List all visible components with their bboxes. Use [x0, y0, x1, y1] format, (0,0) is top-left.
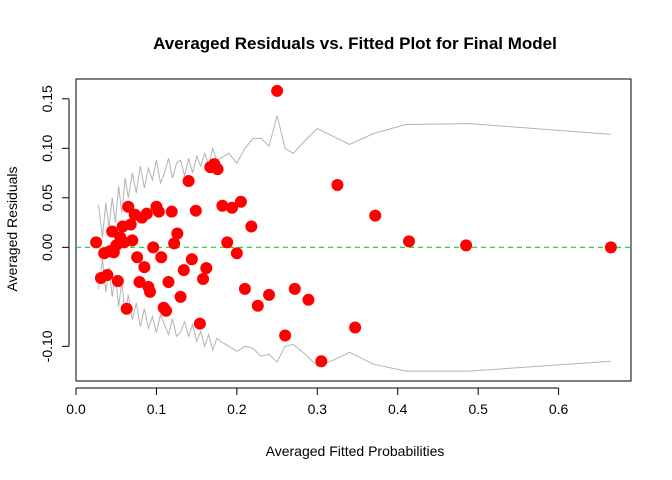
residual-point [302, 293, 315, 306]
residual-point [165, 205, 178, 218]
residual-point [279, 329, 292, 342]
residual-point [182, 174, 195, 187]
residual-point [101, 269, 114, 282]
residual-point [403, 235, 415, 248]
residual-point [211, 163, 224, 176]
residual-point [369, 209, 382, 222]
residual-point [197, 273, 210, 286]
y-axis-label: Averaged Residuals [4, 166, 20, 291]
residual-point [230, 247, 243, 260]
y-tick-label: 0.05 [39, 184, 55, 211]
residual-point [200, 262, 213, 275]
x-tick-label: 0.2 [227, 401, 247, 417]
residual-point [131, 251, 144, 264]
residual-point [152, 205, 165, 218]
residual-point [177, 264, 190, 277]
residual-point [155, 251, 168, 264]
residual-point [251, 299, 264, 312]
residual-point [111, 274, 124, 287]
residual-point [133, 275, 146, 288]
y-tick-label: 0.00 [39, 233, 55, 260]
residual-point [120, 302, 133, 315]
residual-point [460, 239, 473, 252]
x-axis-label: Averaged Fitted Probabilities [266, 443, 445, 459]
residual-point [221, 236, 234, 249]
chart-title: Averaged Residuals vs. Fitted Plot for F… [153, 34, 557, 53]
residual-point [349, 321, 362, 334]
residual-point [168, 237, 181, 250]
residual-point [185, 253, 198, 266]
x-tick-label: 0.5 [468, 401, 488, 417]
residual-point [147, 241, 160, 254]
residual-point [90, 236, 103, 249]
residual-point [124, 218, 137, 231]
residual-point [193, 317, 206, 330]
residual-point [171, 227, 184, 240]
x-tick-label: 0.1 [147, 401, 167, 417]
residual-point [288, 282, 301, 295]
residual-point [604, 241, 617, 254]
residual-point [271, 84, 284, 97]
residual-point [245, 220, 258, 233]
plot-area: 0.0 0.1 0.2 0.3 0.4 0.5 0.6 -0.10 0.00 0.05 0.10 0.… [39, 78, 632, 417]
residual-point [126, 234, 139, 247]
y-tick-label: 0.15 [39, 85, 55, 112]
x-tick-label: 0.3 [308, 401, 328, 417]
residual-point [162, 275, 175, 288]
x-tick-label: 0.6 [549, 401, 569, 417]
residual-point [234, 195, 247, 208]
upper-envelope-line [98, 115, 611, 238]
residual-point [331, 178, 344, 191]
residual-point [122, 200, 135, 213]
residual-point [174, 290, 187, 303]
residual-point [315, 355, 328, 368]
residual-point [216, 199, 229, 212]
residual-point [238, 282, 251, 295]
plot-frame [75, 78, 632, 382]
y-tick-label: 0.10 [39, 134, 55, 161]
residual-point [226, 201, 239, 214]
residual-point [140, 207, 153, 220]
y-tick-label: -0.10 [39, 330, 55, 362]
residual-point [263, 288, 276, 301]
residual-point [189, 204, 202, 217]
x-tick-label: 0.4 [388, 401, 408, 417]
x-tick-label: 0.0 [66, 401, 86, 417]
lower-envelope-line [98, 259, 611, 372]
residual-point [138, 261, 151, 274]
residual-point [144, 285, 156, 298]
residual-point [160, 304, 173, 317]
